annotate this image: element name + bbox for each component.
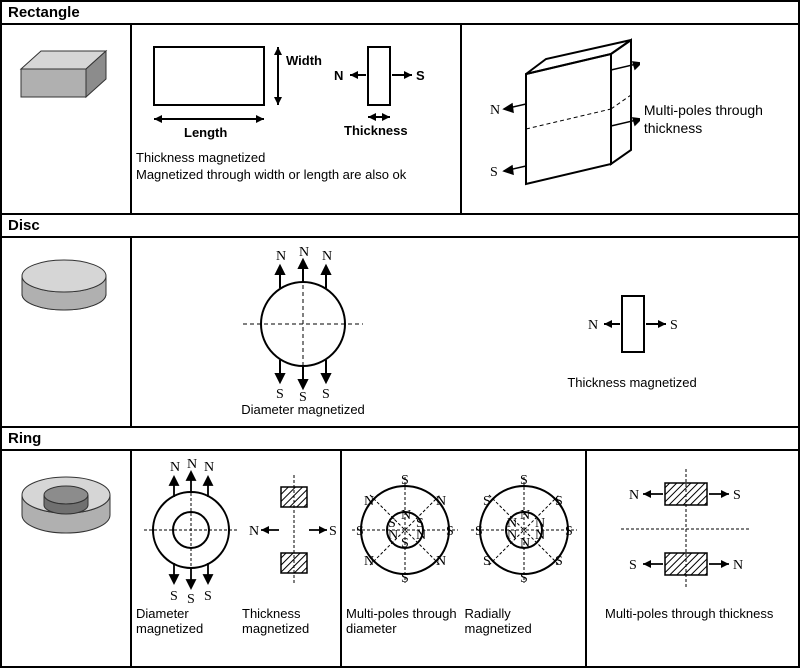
ring-diam-label: Diameter magnetized [136, 607, 236, 637]
svg-text:S: S [276, 387, 284, 401]
disc-diam-group: N N N S S S Diameter magnetized [218, 246, 388, 418]
ring-3d-cell [2, 451, 132, 666]
ring-multi-radial-cell: S N S N S N S N N S N S N S [342, 451, 587, 666]
svg-text:N: N [507, 516, 517, 531]
disc-row: N N N S S S Diameter magnetized N [2, 238, 798, 428]
svg-text:N: N [733, 558, 743, 573]
svg-text:N: N [249, 524, 259, 539]
rect-desc2: Magnetized through width or length are a… [136, 168, 456, 183]
rect-3d-cell [2, 25, 132, 213]
svg-text:S: S [475, 524, 483, 539]
svg-text:N: N [401, 508, 411, 523]
svg-text:N: N [535, 528, 545, 543]
ring-radial-label: Radially magnetized [465, 607, 582, 637]
svg-text:S: S [565, 524, 573, 539]
svg-text:N: N [364, 554, 374, 569]
svg-text:S: S [446, 524, 454, 539]
disc-3d-cell [2, 238, 132, 426]
svg-text:S: S [555, 554, 563, 569]
thickness-label: Thickness [344, 123, 408, 138]
svg-text:N: N [520, 536, 530, 551]
width-label: Width [286, 53, 322, 68]
disc-3d-icon [6, 242, 128, 322]
disc-thick-group: N S Thickness magnetized [552, 274, 712, 391]
ring-multidiam-svg: S N S N S N S N N S N S N S [346, 455, 463, 605]
rect-s: S [416, 68, 425, 83]
disc-diam-svg: N N N S S S [218, 246, 388, 401]
svg-text:S: S [483, 494, 491, 509]
magnetization-chart: Rectangle Length Width [0, 0, 800, 668]
rect-n: N [334, 68, 343, 83]
svg-text:N: N [299, 246, 309, 260]
svg-text:S: S [322, 387, 330, 401]
rect-multi-cell: S N N S Multi-poles through thickness [462, 25, 798, 213]
svg-text:S: S [401, 571, 409, 586]
ring-thick-svg: N S [249, 455, 336, 605]
svg-text:S: S [388, 516, 396, 531]
ring-row: N N N S S S [2, 451, 798, 666]
svg-text:N: N [187, 457, 197, 472]
svg-text:S: S [520, 473, 528, 488]
svg-text:S: S [555, 494, 563, 509]
svg-text:N: N [170, 460, 180, 475]
svg-text:N: N [416, 528, 426, 543]
ring-header: Ring [2, 428, 798, 451]
svg-text:N: N [436, 494, 446, 509]
svg-text:N: N [588, 318, 598, 333]
ring-multithick-label: Multi-poles through thickness [591, 607, 794, 622]
rect-3d-icon [6, 29, 128, 109]
svg-text:S: S [299, 390, 307, 401]
rect-dims-svg: Length Width N S Thickne [136, 29, 458, 149]
ring-multithick-svg: N S S N [591, 455, 786, 605]
svg-text:N: N [490, 103, 500, 118]
disc-thick-svg: N S [552, 274, 712, 374]
svg-text:S: S [520, 571, 528, 586]
svg-text:N: N [364, 494, 374, 509]
ring-diam-thick-cell: N N N S S S [132, 451, 342, 666]
ring-radial-svg: S S S S S S S S N N N N N N [465, 455, 582, 605]
svg-text:S: S [356, 524, 364, 539]
svg-text:N: N [204, 460, 214, 475]
rect-row: Length Width N S Thickne [2, 25, 798, 215]
svg-text:S: S [629, 558, 637, 573]
svg-text:S: S [733, 488, 741, 503]
disc-diam-label: Diameter magnetized [218, 403, 388, 418]
svg-text:S: S [401, 473, 409, 488]
disc-mag-cell: N N N S S S Diameter magnetized N [132, 238, 798, 426]
rect-dims-cell: Length Width N S Thickne [132, 25, 462, 213]
svg-text:S: S [401, 536, 409, 551]
svg-text:N: N [436, 554, 446, 569]
ring-diam-svg: N N N S S S [136, 455, 245, 605]
disc-header: Disc [2, 215, 798, 238]
svg-text:S: S [187, 592, 195, 605]
svg-text:N: N [276, 249, 286, 264]
svg-text:N: N [322, 249, 332, 264]
svg-text:S: S [490, 165, 498, 180]
ring-multithick-cell: N S S N Multi-poles through thickness [587, 451, 798, 666]
svg-text:N: N [520, 508, 530, 523]
rect-desc1: Thickness magnetized [136, 151, 456, 166]
svg-text:S: S [483, 554, 491, 569]
svg-text:S: S [204, 589, 212, 604]
ring-thick-label: Thickness magnetized [242, 607, 332, 637]
length-label: Length [184, 125, 227, 140]
ring-multidiam-label: Multi-poles through diameter [346, 607, 463, 637]
svg-text:S: S [329, 524, 336, 539]
rect-multi-label: Multi-poles through thickness [640, 101, 794, 137]
ring-3d-icon [6, 455, 128, 545]
rect-multi-svg: S N N S [466, 34, 640, 204]
svg-text:N: N [629, 488, 639, 503]
svg-text:S: S [170, 589, 178, 604]
rect-header: Rectangle [2, 2, 798, 25]
svg-text:S: S [670, 318, 678, 333]
disc-thick-label: Thickness magnetized [552, 376, 712, 391]
